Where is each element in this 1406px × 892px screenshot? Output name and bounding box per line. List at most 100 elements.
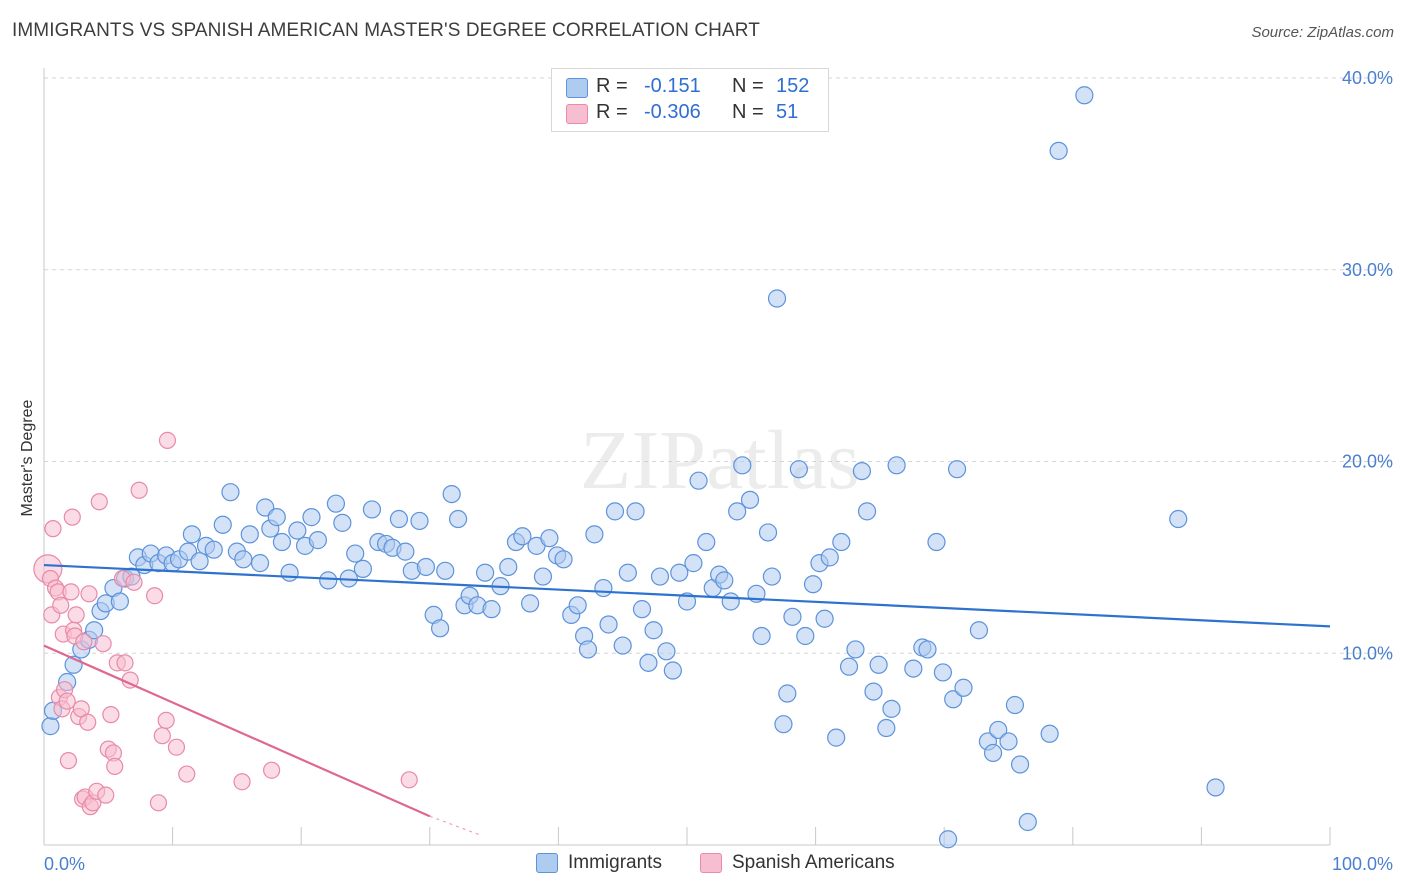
immigrants-point — [689, 471, 708, 490]
immigrants-point — [728, 502, 747, 521]
immigrants-point — [234, 550, 253, 569]
immigrants-point — [475, 563, 495, 582]
spanish-trend-line — [43, 644, 431, 818]
immigrants-point — [938, 830, 958, 849]
spanish-point — [80, 585, 98, 603]
immigrants-point — [767, 289, 787, 308]
immigrants-point — [639, 653, 658, 672]
immigrants-point — [204, 540, 223, 559]
immigrants-point — [267, 508, 286, 527]
immigrants-point — [618, 563, 637, 582]
immigrants-point — [513, 527, 532, 546]
immigrants-point — [362, 500, 382, 519]
spanish-point — [145, 587, 164, 605]
immigrants-point — [482, 600, 501, 619]
immigrants-point — [869, 655, 888, 674]
immigrants-point — [933, 663, 953, 682]
axes — [43, 68, 1331, 846]
immigrants-point — [657, 642, 676, 661]
source-label: Source: ZipAtlas.com — [1251, 24, 1394, 41]
bottom-swatch-immigrants — [536, 853, 558, 873]
spanish-point — [130, 481, 148, 499]
spanish-point — [75, 633, 93, 651]
immigrants-point — [182, 525, 201, 544]
immigrants-point — [918, 640, 937, 659]
legend-r-value: -0.306 — [644, 101, 701, 123]
immigrants-point — [302, 508, 321, 527]
immigrants-point — [774, 715, 793, 734]
immigrants-point — [416, 557, 436, 577]
spanish-point — [52, 596, 70, 614]
immigrants-point — [585, 525, 604, 544]
spanish-point — [79, 713, 97, 731]
immigrants-point — [944, 690, 963, 709]
spanish-point — [263, 761, 281, 779]
spanish-point — [63, 508, 81, 526]
immigrants-point — [877, 718, 896, 738]
legend-swatch-spanish — [566, 104, 588, 124]
watermark: ZIPatlas — [580, 414, 860, 507]
immigrants-point — [1010, 755, 1030, 774]
immigrants-point — [250, 554, 270, 573]
spanish-point — [97, 786, 115, 804]
immigrants-point — [632, 600, 652, 619]
immigrants-point — [613, 636, 632, 655]
immigrants-point — [353, 559, 373, 578]
immigrants-point — [864, 682, 883, 701]
spanish-point — [233, 773, 251, 791]
immigrants-point — [442, 484, 461, 504]
immigrants-point — [947, 460, 967, 479]
immigrants-point — [677, 592, 697, 611]
immigrants-point — [436, 561, 455, 580]
spanish-point — [62, 583, 80, 601]
spanish-points — [33, 431, 418, 816]
chart-title: IMMIGRANTS VS SPANISH AMERICAN MASTER'S … — [12, 20, 760, 41]
immigrants-point — [758, 523, 778, 542]
immigrants-point — [815, 609, 834, 628]
immigrants-point — [733, 456, 752, 475]
immigrants-point — [650, 567, 670, 586]
immigrants-point — [389, 509, 409, 529]
immigrants-point — [41, 717, 60, 736]
spanish-point — [178, 765, 196, 783]
tick-labels: 10.0% 20.0% 30.0% 40.0% 0.0% 100.0% — [44, 68, 1393, 874]
immigrants-point — [670, 563, 689, 582]
y-axis-label: Master's Degree — [19, 399, 36, 516]
immigrants-point — [989, 720, 1008, 740]
y-tick-label: 10.0% — [1342, 643, 1393, 663]
immigrants-point — [882, 699, 901, 718]
immigrants-point — [448, 509, 468, 529]
spanish-point — [149, 794, 168, 812]
spanish-point — [94, 635, 112, 653]
immigrants-point — [857, 502, 877, 521]
immigrants-point — [1040, 724, 1059, 743]
immigrants-point — [605, 502, 625, 521]
legend-swatch-immigrants — [566, 78, 588, 98]
immigrants-point — [715, 571, 734, 590]
trend-lines — [43, 563, 1331, 836]
spanish-point — [400, 771, 418, 789]
bottom-label-immigrants: Immigrants — [568, 852, 662, 873]
immigrants-point — [1206, 778, 1225, 797]
immigrants-point — [540, 529, 559, 548]
immigrants-point — [684, 554, 703, 573]
immigrants-point — [410, 511, 429, 531]
immigrants-point — [213, 515, 232, 534]
immigrants-point — [190, 552, 209, 571]
bottom-swatch-spanish — [700, 853, 722, 873]
immigrants-trend-line — [43, 563, 1331, 628]
immigrants-point — [333, 513, 352, 532]
immigrants-point — [827, 728, 846, 747]
legend-n-value: 51 — [776, 101, 799, 123]
y-tick-label: 40.0% — [1342, 68, 1393, 88]
immigrants-point — [308, 531, 328, 550]
immigrants-point — [1169, 509, 1188, 529]
immigrants-point — [999, 732, 1018, 751]
y-tick-label: 20.0% — [1342, 452, 1393, 472]
spanish-point — [90, 493, 108, 511]
immigrants-point — [554, 550, 573, 569]
immigrants-point — [796, 626, 815, 646]
immigrants-point — [644, 621, 663, 640]
immigrants-point — [820, 548, 839, 567]
spanish-point — [158, 431, 177, 450]
